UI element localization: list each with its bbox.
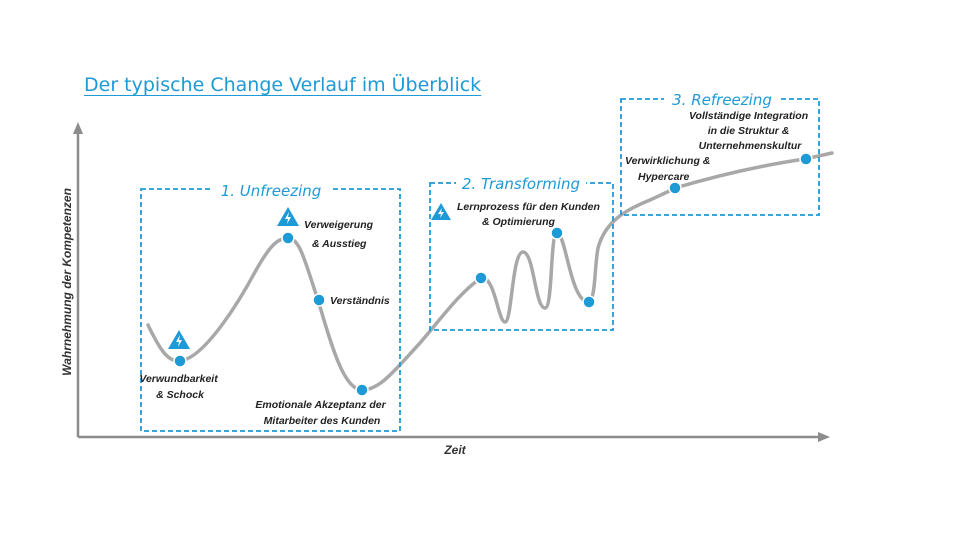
phase-unfreezing: 1. Unfreezing xyxy=(140,180,401,432)
milestone-dot xyxy=(668,181,682,195)
phase-title: 1. Unfreezing xyxy=(221,182,322,200)
phase-title-background xyxy=(456,174,586,194)
phase-title-background xyxy=(212,180,330,200)
milestone-label-integration: Vollständige Integration in die Struktur… xyxy=(689,110,811,152)
phase-title: 2. Transforming xyxy=(462,175,580,193)
change-curve xyxy=(146,151,834,392)
milestone-label-refusal: Verweigerung & Ausstieg xyxy=(304,219,376,250)
milestone-dot xyxy=(582,295,596,309)
x-axis-arrow-icon xyxy=(818,432,830,442)
warning-triangle-icon xyxy=(277,207,299,226)
milestone-dot xyxy=(173,354,187,368)
y-axis-arrow-icon xyxy=(73,122,83,134)
milestone-dot xyxy=(355,383,369,397)
milestone-dot xyxy=(474,271,488,285)
x-axis-label: Zeit xyxy=(443,443,466,457)
milestone-dot xyxy=(550,226,564,240)
milestone-dot xyxy=(312,293,326,307)
phase-refreezing: 3. Refreezing xyxy=(620,90,820,216)
axes: Zeit Wahrnehmung der Kompetenzen xyxy=(60,122,830,457)
milestone-label-understanding: Verständnis xyxy=(330,295,390,307)
milestone-label-realization: Verwirklichung & Hypercare xyxy=(625,155,713,183)
diagram-title: Der typische Change Verlauf im Überblick xyxy=(84,74,482,96)
milestone-label-learning: Lernprozess für den Kunden & Optimierung xyxy=(457,201,603,228)
warning-triangle-icon xyxy=(431,203,451,220)
warning-triangle-icon xyxy=(168,330,190,349)
phase-transforming: 2. Transforming xyxy=(429,174,614,331)
phase-title-background xyxy=(664,90,780,110)
milestone-dots xyxy=(173,152,813,397)
milestone-dot xyxy=(799,152,813,166)
milestone-label-vulnerability: Verwundbarkeit & Schock xyxy=(139,373,220,401)
y-axis-label: Wahrnehmung der Kompetenzen xyxy=(60,188,74,376)
milestone-label-acceptance: Emotionale Akzeptanz der Mitarbeiter des… xyxy=(255,399,388,427)
phase-title: 3. Refreezing xyxy=(672,91,772,109)
milestone-dot xyxy=(281,231,295,245)
